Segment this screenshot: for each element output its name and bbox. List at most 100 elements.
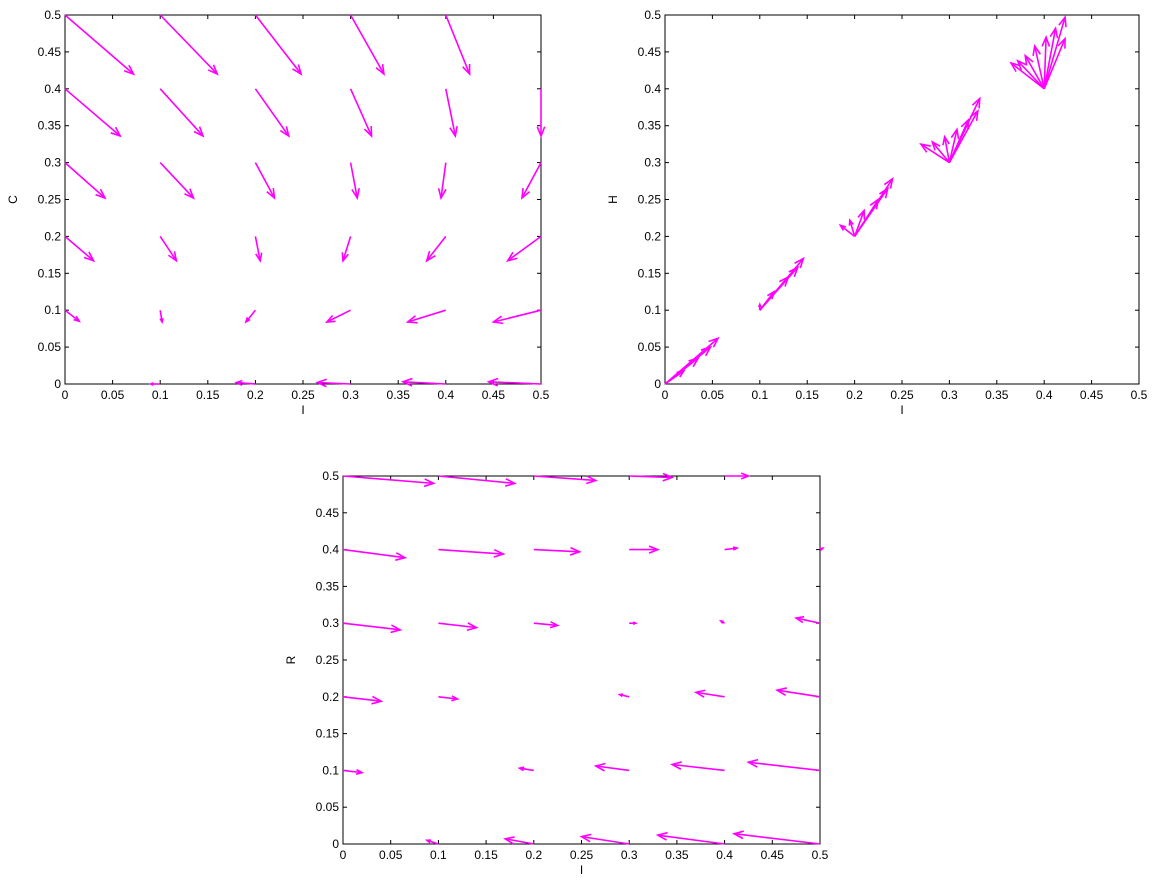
arrow-head	[586, 475, 598, 485]
arrow-head	[1016, 59, 1028, 71]
vector-arrow	[341, 236, 352, 263]
vector-arrow	[724, 546, 740, 551]
arrow-head	[971, 96, 981, 109]
arrow-head	[883, 177, 894, 189]
x-tick-label: 0.15	[196, 388, 220, 402]
arrow-shaft	[438, 696, 458, 700]
vector-arrow	[746, 758, 821, 772]
vector-arrow	[774, 687, 821, 698]
x-tick-label: 0.15	[796, 388, 820, 402]
arrow-shaft	[948, 129, 958, 163]
vector-arrow	[64, 14, 136, 76]
vector-arrow	[315, 378, 351, 388]
y-tick-label: 0.35	[638, 119, 662, 133]
y-tick-label: 0.4	[322, 543, 339, 557]
arrow-head	[400, 377, 413, 387]
vector-arrow	[64, 162, 107, 200]
y-axis-label: H	[606, 195, 620, 204]
arrow-head	[1032, 43, 1042, 56]
arrow-head	[341, 252, 349, 263]
arrow-shaft	[657, 834, 725, 845]
arrow-shaft	[342, 696, 382, 703]
arrow-head	[779, 275, 790, 287]
arrow-head	[520, 187, 531, 200]
arrow-head	[123, 64, 136, 76]
arrow-shaft	[776, 689, 821, 698]
y-tick-label: 0	[654, 377, 661, 391]
arrow-head	[819, 547, 825, 551]
arrow-shaft	[254, 162, 276, 199]
x-tick-label: 0.1	[152, 388, 169, 402]
arrow-head	[486, 377, 499, 387]
arrow-head	[493, 548, 506, 558]
arrow-head	[505, 251, 518, 263]
arrow-shaft	[493, 309, 542, 323]
arrow-head	[700, 345, 713, 357]
vector-arrow	[948, 117, 970, 163]
arrow-shaft	[853, 199, 879, 237]
vector-arrow	[405, 309, 447, 324]
arrow-shaft	[236, 381, 256, 385]
arrow-shaft	[64, 88, 121, 137]
arrow-shaft	[1024, 55, 1045, 90]
arrow-head	[693, 689, 706, 698]
y-tick-label: 0.5	[44, 8, 61, 22]
vector-arrow	[64, 235, 96, 263]
vector-arrow	[930, 140, 951, 164]
arrow-head	[746, 758, 759, 768]
arrow-shaft	[438, 622, 477, 629]
arrow-head	[462, 64, 471, 77]
arrow-head	[375, 64, 385, 76]
x-tick-label: 0.2	[846, 388, 863, 402]
arrow-head	[732, 546, 740, 551]
arrow-shaft	[317, 381, 351, 385]
arrow-head	[363, 126, 373, 139]
arrow-shaft	[64, 235, 95, 262]
vector-arrow	[244, 309, 257, 324]
arrow-head	[351, 188, 360, 201]
arrow-head	[857, 208, 866, 220]
arrow-head	[617, 693, 623, 698]
x-tick-label: 0	[62, 388, 69, 402]
y-tick-label: 0.15	[316, 727, 340, 741]
x-tick-label: 0.5	[812, 848, 829, 862]
vector-arrow	[664, 369, 686, 385]
vector-arrow	[349, 14, 385, 76]
arrow-head	[960, 117, 970, 130]
arrow-shaft	[1010, 62, 1045, 90]
vector-arrow	[669, 761, 725, 772]
arrow-shaft	[438, 475, 515, 485]
vector-arrow	[919, 142, 950, 164]
vector-arrow	[948, 127, 960, 163]
arrow-head	[424, 839, 431, 844]
arrow-head	[930, 140, 941, 151]
arrow-head	[255, 252, 263, 263]
arrow-shaft	[159, 14, 218, 75]
arrow-shaft	[159, 88, 204, 137]
vector-arrow	[159, 14, 219, 76]
vector-arrow	[234, 379, 256, 387]
arrow-shaft	[505, 838, 534, 845]
arrow-shaft	[672, 763, 725, 772]
vector-arrow	[1043, 15, 1067, 90]
arrow-shaft	[507, 235, 542, 262]
arrow-head	[405, 315, 418, 324]
x-tick-label: 0.45	[482, 388, 506, 402]
vector-arrow	[438, 548, 506, 558]
arrow-shaft	[1033, 45, 1045, 89]
arrow-head	[266, 187, 276, 200]
vector-arrow	[445, 14, 471, 77]
arrow-head	[1041, 34, 1051, 47]
arrow-shaft	[488, 380, 542, 385]
arrow-head	[184, 188, 195, 200]
arrow-shaft	[342, 548, 406, 559]
arrow-shaft	[254, 14, 302, 75]
arrow-shaft	[402, 380, 446, 385]
arrow-head	[774, 687, 787, 696]
arrow-shaft	[533, 475, 596, 482]
arrow-shaft	[948, 119, 970, 163]
y-tick-label: 0.2	[644, 229, 661, 243]
quiver-panel-3: 0 0.05 0.1 0.15 0.2 0.25 0.3 0.35 0.4 0.45 0.5 0 0.0…	[284, 469, 829, 877]
vector-arrow	[491, 309, 542, 325]
